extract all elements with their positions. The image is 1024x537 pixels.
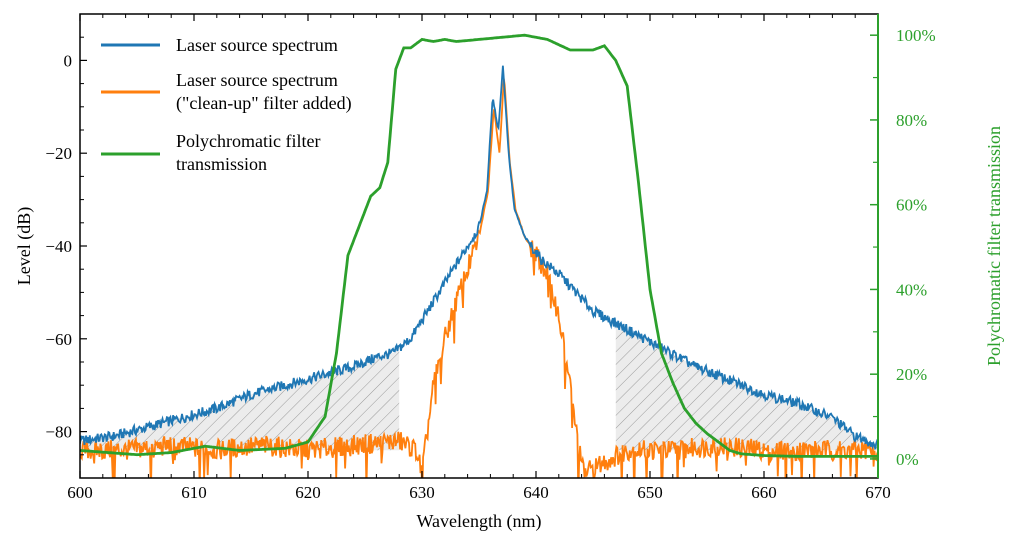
y-tick-label-2: −40: [45, 237, 72, 256]
y-axis-label-right: Polychromatic filter transmission: [984, 126, 1004, 366]
legend-label-cleanup-line-2: ("clean-up" filter added): [176, 93, 352, 114]
x-axis: 600 610 620 630 640 650 660 670: [67, 14, 891, 502]
hatched-regions: [80, 323, 878, 451]
series-layer: [80, 33, 878, 478]
y-right-tick-label-4: 80%: [896, 111, 927, 130]
hatched-region-1: [80, 348, 400, 451]
x-axis-label: Wavelength (nm): [416, 511, 541, 532]
legend-label-cleanup: Laser source spectrum ("clean-up" filter…: [176, 70, 352, 114]
y-right-tick-label-3: 60%: [896, 196, 927, 215]
y-right-tick-label-2: 40%: [896, 280, 927, 299]
legend-label-laser-line-1: Laser source spectrum: [176, 35, 338, 55]
y-axis-label-left: Level (dB): [14, 207, 35, 285]
legend-label-laser: Laser source spectrum: [176, 35, 338, 55]
y-axis-left: 0 −20 −40 −60 −80: [45, 13, 87, 479]
y-right-tick-label-0: 0%: [896, 450, 919, 469]
y-right-tick-label-1: 20%: [896, 365, 927, 384]
series-line-filter: [80, 33, 878, 458]
legend-label-filter-line-1: Polychromatic filter: [176, 131, 320, 151]
series-line-laser: [80, 65, 878, 450]
y-axis-right: 0% 20% 40% 60% 80% 100%: [870, 14, 936, 478]
x-tick-label-670: 670: [865, 483, 891, 502]
y-tick-label-1: −20: [45, 144, 72, 163]
legend: Laser source spectrum Laser source spect…: [101, 35, 352, 174]
x-tick-label-660: 660: [751, 483, 777, 502]
series-line-cleanup: [80, 78, 878, 478]
x-tick-label-620: 620: [295, 483, 321, 502]
x-tick-label-600: 600: [67, 483, 93, 502]
x-tick-label-650: 650: [637, 483, 663, 502]
x-tick-label-610: 610: [181, 483, 207, 502]
x-tick-label-640: 640: [523, 483, 549, 502]
y-tick-label-0: 0: [64, 51, 73, 70]
y-tick-label-4: −80: [45, 423, 72, 442]
legend-label-filter-line-2: transmission: [176, 154, 267, 174]
y-right-tick-label-5: 100%: [896, 26, 936, 45]
legend-label-cleanup-line-1: Laser source spectrum: [176, 70, 338, 90]
y-tick-label-3: −60: [45, 330, 72, 349]
hatched-region-2: [615, 323, 878, 451]
x-tick-label-630: 630: [409, 483, 435, 502]
legend-label-filter: Polychromatic filter transmission: [176, 131, 325, 174]
